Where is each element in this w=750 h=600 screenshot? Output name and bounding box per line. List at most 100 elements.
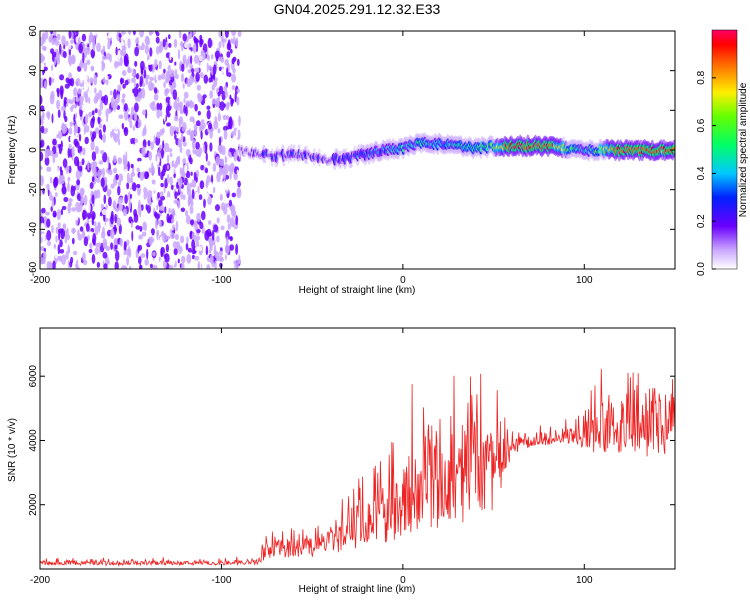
noise-blob xyxy=(225,182,229,192)
noise-blob xyxy=(305,128,308,132)
noise-blob xyxy=(218,31,222,38)
noise-blob xyxy=(55,51,60,63)
noise-blob xyxy=(236,169,239,175)
noise-blob xyxy=(182,83,185,89)
noise-blob xyxy=(167,64,171,74)
noise-blob xyxy=(258,104,261,110)
noise-blob xyxy=(262,230,265,234)
noise-blob xyxy=(128,200,131,210)
noise-blob xyxy=(174,191,178,200)
noise-blob xyxy=(220,202,226,212)
noise-blob xyxy=(236,187,242,199)
noise-blob xyxy=(71,207,77,212)
noise-blob xyxy=(109,90,113,96)
noise-blob xyxy=(172,82,177,89)
noise-blob xyxy=(158,44,163,54)
noise-blob xyxy=(131,77,136,84)
noise-blob xyxy=(107,40,111,50)
noise-blob xyxy=(153,135,156,144)
noise-blob xyxy=(40,55,46,62)
x-tick-label: 100 xyxy=(576,575,593,586)
noise-blob xyxy=(90,231,94,238)
noise-blob xyxy=(169,176,173,186)
noise-blob xyxy=(208,122,212,130)
noise-blob xyxy=(149,263,153,269)
noise-blob xyxy=(155,31,160,37)
noise-blob xyxy=(178,177,183,188)
x-tick-label: -100 xyxy=(211,575,231,586)
noise-blob xyxy=(57,109,61,118)
noise-blob xyxy=(162,127,165,134)
noise-blob xyxy=(216,217,220,224)
noise-blob xyxy=(200,130,203,140)
noise-blob xyxy=(160,171,164,181)
noise-blob xyxy=(67,215,73,223)
noise-blob xyxy=(318,137,321,144)
noise-blob xyxy=(178,119,182,129)
noise-blob xyxy=(296,217,299,224)
noise-blob xyxy=(99,150,105,154)
noise-blob xyxy=(62,158,68,168)
noise-blob xyxy=(107,156,110,165)
noise-blob xyxy=(40,94,43,106)
noise-blob xyxy=(159,259,164,266)
noise-blob xyxy=(100,114,105,119)
noise-blob xyxy=(307,179,310,185)
noise-blob xyxy=(88,112,92,118)
noise-blob xyxy=(71,31,74,40)
noise-blob xyxy=(185,148,191,157)
noise-blob xyxy=(280,90,283,96)
noise-blob xyxy=(93,171,98,177)
noise-blob xyxy=(120,31,126,35)
noise-blob xyxy=(126,172,130,184)
noise-blob xyxy=(155,36,160,44)
noise-blob xyxy=(157,149,161,159)
noise-blob xyxy=(51,113,54,124)
noise-blob xyxy=(132,31,136,36)
noise-blob xyxy=(210,54,214,60)
noise-blob xyxy=(41,45,47,51)
noise-blob xyxy=(218,41,222,49)
noise-blob xyxy=(319,41,322,48)
noise-blob xyxy=(194,255,200,261)
noise-blob xyxy=(205,152,208,162)
noise-blob xyxy=(124,79,129,86)
noise-blob xyxy=(179,105,183,114)
noise-blob xyxy=(68,42,72,50)
noise-blob xyxy=(124,57,129,67)
noise-blob xyxy=(123,128,128,133)
noise-blob xyxy=(40,246,45,251)
noise-blob xyxy=(44,80,48,90)
noise-blob xyxy=(134,138,138,144)
noise-blob xyxy=(313,115,316,119)
noise-blob xyxy=(208,77,212,83)
noise-blob xyxy=(270,261,272,266)
noise-blob xyxy=(219,158,225,167)
noise-blob xyxy=(217,113,221,122)
noise-blob xyxy=(94,108,98,114)
noise-blob xyxy=(187,138,190,149)
noise-blob xyxy=(167,216,172,224)
noise-blob xyxy=(68,198,73,203)
noise-blob xyxy=(177,96,180,103)
noise-blob xyxy=(143,192,147,200)
noise-blob xyxy=(190,171,193,176)
noise-blob xyxy=(118,33,122,38)
noise-blob xyxy=(280,118,283,126)
noise-blob xyxy=(60,105,66,112)
noise-blob xyxy=(77,229,80,237)
noise-blob xyxy=(69,261,73,268)
noise-blob xyxy=(110,131,113,138)
noise-blob xyxy=(59,249,65,254)
noise-blob xyxy=(306,186,309,190)
noise-blob xyxy=(302,31,305,38)
noise-blob xyxy=(40,151,44,162)
noise-blob xyxy=(224,31,229,39)
noise-blob xyxy=(118,138,121,146)
noise-blob xyxy=(236,96,240,106)
noise-blob xyxy=(191,179,197,188)
noise-blob xyxy=(103,242,108,249)
noise-blob xyxy=(57,222,61,229)
noise-blob xyxy=(93,87,97,94)
noise-blob xyxy=(50,31,54,35)
